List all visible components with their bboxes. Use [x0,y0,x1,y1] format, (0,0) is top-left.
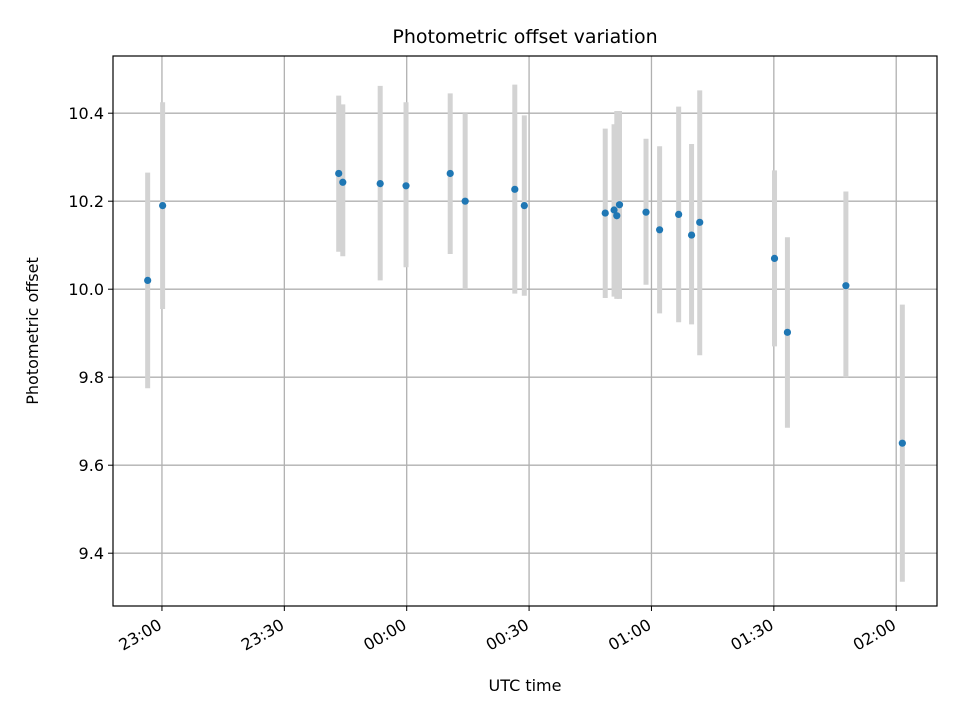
plot-frame [112,55,938,607]
data-points [144,169,906,447]
x-tick-label: 00:30 [483,615,532,655]
data-point [842,282,850,290]
y-axis-label: Photometric offset [23,257,42,405]
data-point [642,208,650,216]
data-point [610,206,618,214]
data-point [159,202,167,210]
data-point [675,210,683,218]
data-point [402,182,410,190]
y-tick-label: 10.2 [68,192,104,211]
data-point [656,226,664,234]
x-tick-label: 01:30 [727,615,776,655]
y-tick-label: 9.6 [79,456,104,475]
y-axis: 9.4 9.6 9.8 10.0 10.2 10.4 [68,104,113,563]
x-tick-label: 00:00 [360,615,409,655]
x-tick-label: 23:00 [116,615,165,655]
chart-title: Photometric offset variation [392,26,657,48]
data-point [339,178,347,186]
data-point [687,231,696,239]
x-axis-label: UTC time [489,676,562,695]
data-point [601,209,609,217]
data-point [696,218,704,226]
data-point [613,212,621,220]
x-axis: 23:00 23:30 00:00 00:30 01:00 01:30 02:00 [116,606,899,655]
data-point [615,201,624,209]
data-point [335,169,343,178]
data-point [898,439,906,447]
data-point [376,180,384,188]
data-point [446,169,454,178]
data-point [511,185,519,193]
y-tick-label: 10.0 [68,280,104,299]
y-tick-label: 9.8 [79,368,104,387]
data-point [783,328,792,336]
x-tick-label: 01:00 [605,615,654,655]
data-point [770,254,779,262]
x-tick-label: 02:00 [850,615,899,655]
data-point [520,202,528,210]
y-tick-label: 9.4 [79,544,104,563]
data-point [461,197,469,205]
data-point [144,276,152,284]
y-tick-label: 10.4 [68,104,104,123]
x-tick-label: 23:30 [238,615,287,655]
